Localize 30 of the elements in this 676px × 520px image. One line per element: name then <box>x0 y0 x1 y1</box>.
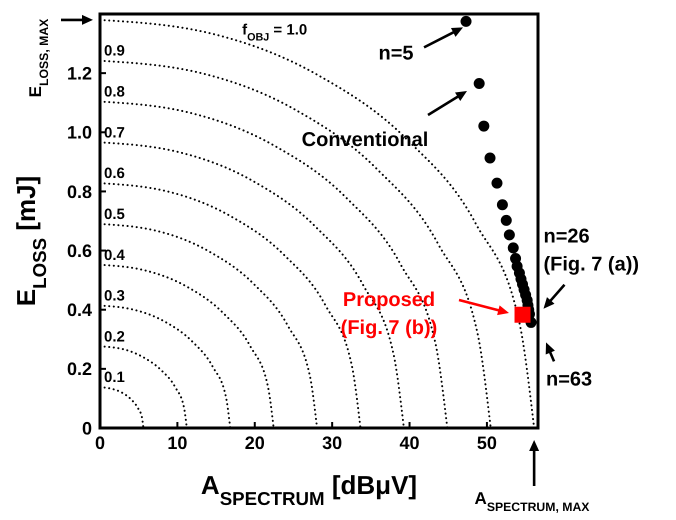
annotation: Proposed (Fig. 7 (b)) <box>340 289 438 339</box>
annotation: 0.9 <box>104 42 125 60</box>
annotation: n=26 (Fig. 7 (a)) <box>543 226 640 276</box>
x-axis-title: A$_{SPECTRUM}$ [dBμV] <box>200 470 418 508</box>
y-tick-label: 0.4 <box>66 300 92 320</box>
annotation: Conventional <box>302 129 428 151</box>
y-tick-label: 0.6 <box>66 240 92 261</box>
y-tick-label: 1.2 <box>66 64 92 84</box>
annotation: 0.3 <box>104 288 125 305</box>
x-tick-label: 0 <box>94 432 106 453</box>
annotation: 0.5 <box>104 206 125 223</box>
x-tick-label: 10 <box>167 432 188 453</box>
y-tick-label: 0.2 <box>66 359 92 380</box>
y-tick-label: 1.0 <box>66 122 92 143</box>
annotation: 0.8 <box>104 84 125 101</box>
x-tick-label: 40 <box>400 432 420 453</box>
annotation: 0.2 <box>104 328 125 346</box>
y-tick-label: 0.8 <box>66 182 92 202</box>
x-tick-label: 20 <box>244 432 265 453</box>
annotation: n=5 <box>378 42 414 64</box>
annotation: f$_{OBJ}$ = 1.0 <box>242 22 308 44</box>
annotation: n=63 <box>546 368 592 390</box>
annotation: 0.7 <box>104 124 125 142</box>
x-tick-label: 30 <box>322 432 342 453</box>
annotation: 0.4 <box>104 246 126 264</box>
annotation: 0.6 <box>104 165 125 182</box>
x-tick-label: 50 <box>476 432 497 453</box>
annotation: 0.1 <box>104 369 125 386</box>
y-tick-label: 0 <box>82 418 92 438</box>
text: A$_{SPECTRUM, MAX}$ <box>474 489 590 514</box>
